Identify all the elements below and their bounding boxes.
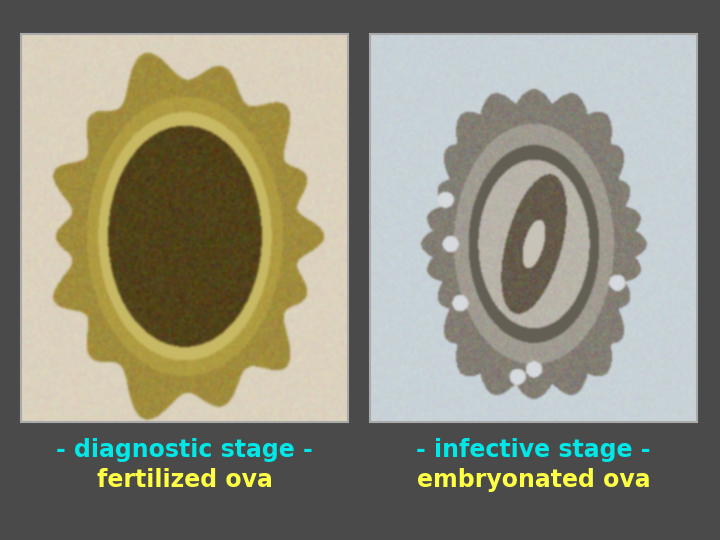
Text: - diagnostic stage -: - diagnostic stage -: [56, 438, 313, 462]
Text: embryonated ova: embryonated ova: [417, 468, 650, 492]
Text: fertilized ova: fertilized ova: [96, 468, 272, 492]
Bar: [21, 34, 348, 422]
Bar: [370, 34, 697, 422]
Text: - infective stage -: - infective stage -: [416, 438, 651, 462]
